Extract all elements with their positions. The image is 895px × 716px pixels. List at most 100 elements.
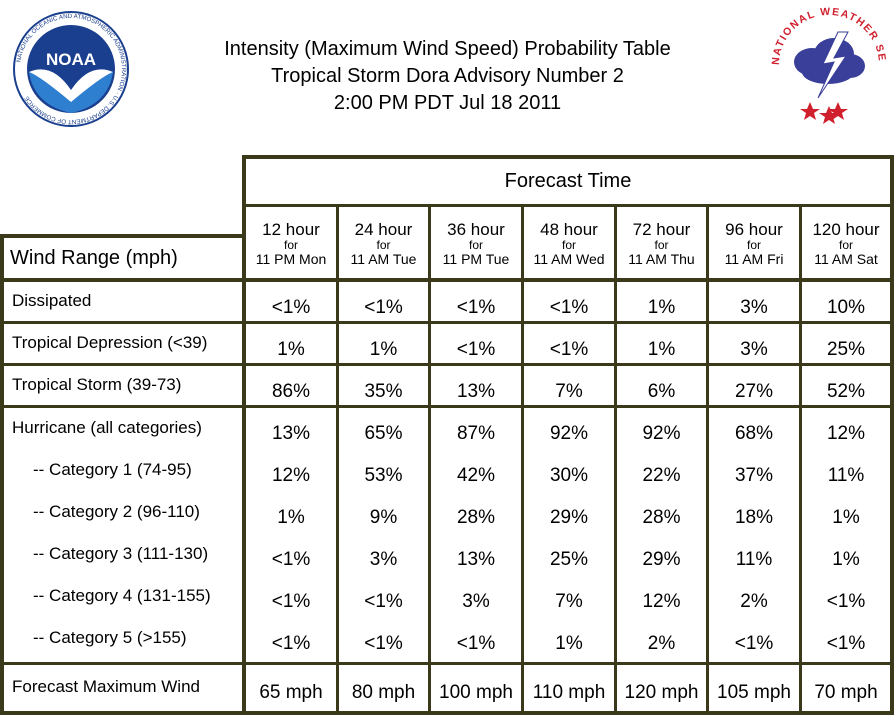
table-cell: 9% [369, 507, 398, 528]
column-header: 48 hour for 11 AM Wed [533, 220, 605, 268]
table-cell: 2% [647, 633, 676, 654]
table-cell: 53% [364, 465, 403, 486]
table-cell: 28% [642, 507, 681, 528]
table-cell: 92% [642, 423, 681, 444]
table-cell: <1% [549, 297, 589, 318]
row-label: Tropical Depression (<39) [12, 333, 208, 352]
table-cell: 1% [555, 633, 583, 654]
row-label: -- Category 1 (74-95) [33, 460, 192, 479]
table-cell: 3% [462, 591, 490, 612]
table-cell: 13% [271, 423, 311, 444]
table-cell: 25% [826, 339, 866, 360]
table-cell: <1% [826, 633, 866, 654]
table-cell: <1% [549, 339, 589, 360]
table-cell: 1% [277, 507, 305, 528]
table-cell: 68% [734, 423, 774, 444]
column-header: 96 hour for 11 AM Fri [724, 220, 784, 268]
table-cell: 12% [271, 465, 311, 486]
divider [614, 205, 617, 715]
table-cell: 3% [369, 549, 398, 570]
table-cell: 65% [364, 423, 403, 444]
table-cell: 6% [647, 381, 676, 402]
table-cell: 52% [826, 381, 866, 402]
divider [336, 205, 339, 715]
table-cell: <1% [456, 633, 496, 654]
page-title: Intensity (Maximum Wind Speed) Probabili… [0, 36, 895, 117]
table-cell: 100 mph [439, 682, 513, 703]
divider [242, 204, 894, 207]
row-label: Tropical Storm (39-73) [12, 375, 182, 394]
table-cell: 92% [549, 423, 589, 444]
title-line-2: Tropical Storm Dora Advisory Number 2 [271, 65, 624, 87]
column-header: 36 hour for 11 PM Tue [442, 220, 510, 268]
divider [428, 205, 431, 715]
table-cell: 10% [826, 297, 866, 318]
table-cell: <1% [271, 297, 311, 318]
column-header: 12 hour for 11 PM Mon [255, 220, 327, 268]
table-cell: 1% [277, 339, 305, 360]
table-cell: 25% [549, 549, 589, 570]
row-label: -- Category 4 (131-155) [33, 586, 211, 605]
table-cell: 120 mph [624, 682, 699, 703]
column-header: 120 hour for 11 AM Sat [812, 220, 880, 268]
table-cell: <1% [826, 591, 866, 612]
table-body-frame [0, 278, 894, 715]
table-cell: 7% [555, 591, 583, 612]
table-cell: 37% [734, 465, 774, 486]
divider [521, 205, 524, 715]
table-cell: 22% [642, 465, 681, 486]
table-cell: 29% [549, 507, 589, 528]
table-cell: <1% [364, 633, 403, 654]
table-cell: 105 mph [717, 682, 791, 703]
table-cell: <1% [271, 591, 311, 612]
table-cell: 7% [555, 381, 583, 402]
noaa-logo: NOAA NATIONAL OCEANIC AND ATMOSPHERIC AD… [13, 11, 129, 127]
table-cell: <1% [456, 297, 496, 318]
divider [0, 405, 894, 408]
divider [0, 662, 894, 665]
forecast-time-label: Forecast Time [504, 170, 632, 192]
table-cell: 1% [832, 549, 860, 570]
table-cell: 3% [740, 339, 768, 360]
divider [0, 321, 894, 324]
table-cell: 1% [647, 297, 676, 318]
table-cell: 27% [734, 381, 774, 402]
column-header: 24 hour for 11 AM Tue [350, 220, 417, 268]
divider [799, 205, 802, 715]
table-cell: <1% [456, 339, 496, 360]
table-cell: 11% [827, 465, 865, 486]
table-cell: <1% [364, 591, 403, 612]
table-cell: 1% [647, 339, 676, 360]
table-cell: 70 mph [814, 682, 878, 703]
table-cell: 13% [456, 549, 496, 570]
table-cell: <1% [271, 633, 311, 654]
row-label: -- Category 3 (111-130) [33, 544, 209, 563]
table-cell: 1% [832, 507, 860, 528]
table-cell: 29% [642, 549, 681, 570]
table-cell: 87% [456, 423, 496, 444]
row-label: Dissipated [12, 291, 92, 310]
divider [706, 205, 709, 715]
table-cell: 28% [456, 507, 496, 528]
table-cell: <1% [364, 297, 403, 318]
table-cell: 80 mph [351, 682, 416, 703]
table-cell: 65 mph [259, 682, 323, 703]
table-cell: 12% [826, 423, 866, 444]
table-cell: <1% [271, 549, 311, 570]
row-label: -- Category 2 (96-110) [33, 502, 200, 521]
wind-range-label: Wind Range (mph) [10, 247, 178, 269]
table-cell: 3% [740, 297, 768, 318]
table-cell: 110 mph [532, 682, 606, 703]
table-cell: 18% [734, 507, 774, 528]
table-cell: 13% [456, 381, 496, 402]
column-header: 72 hour for 11 AM Thu [628, 220, 695, 268]
table-cell: 1% [369, 339, 398, 360]
table-cell: 86% [271, 381, 311, 402]
divider [0, 363, 894, 366]
row-label: -- Category 5 (>155) [33, 628, 187, 647]
title-line-1: Intensity (Maximum Wind Speed) Probabili… [224, 38, 671, 60]
table-cell: 35% [364, 381, 403, 402]
table-cell: 30% [549, 465, 589, 486]
table-cell: 11% [735, 549, 773, 570]
noaa-logo-text: NOAA [46, 50, 96, 69]
